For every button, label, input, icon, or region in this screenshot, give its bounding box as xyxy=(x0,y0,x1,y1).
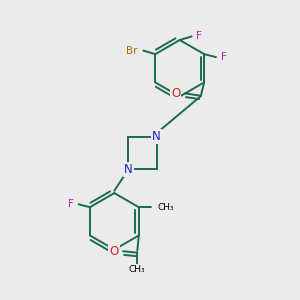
Text: Br: Br xyxy=(126,46,137,56)
Text: F: F xyxy=(220,52,226,62)
Text: CH₃: CH₃ xyxy=(129,265,146,274)
Text: N: N xyxy=(152,130,161,143)
Text: N: N xyxy=(124,163,133,176)
Text: CH₃: CH₃ xyxy=(158,203,174,212)
Text: F: F xyxy=(196,32,202,41)
Text: F: F xyxy=(68,199,74,209)
Text: O: O xyxy=(171,87,180,100)
Text: O: O xyxy=(109,245,119,258)
